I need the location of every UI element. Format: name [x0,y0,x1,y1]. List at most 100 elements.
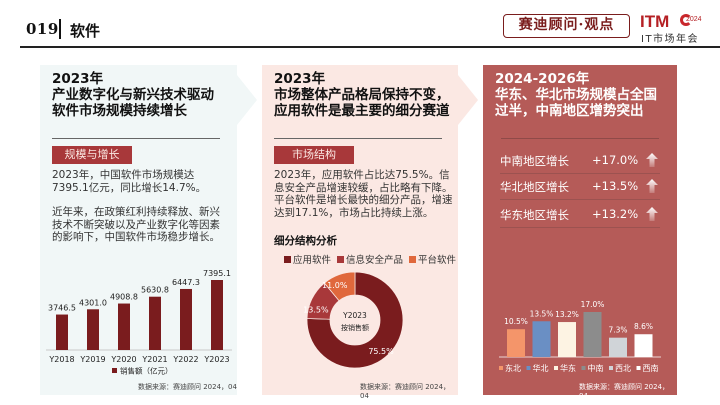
legend-swatch [636,366,641,370]
legend-swatch [581,366,586,370]
title-line: 华东、华北市场规模占全国 [495,87,657,103]
bar [634,334,653,357]
legend-label: 应用软件 [293,255,332,266]
bar [507,329,525,357]
legend-label: 平台软件 [418,255,457,266]
legend-swatch [526,366,531,370]
bar [56,314,68,350]
divider [501,138,659,139]
page-number: 019 [26,20,59,38]
legend-swatch [284,255,291,263]
legend-swatch [554,366,558,370]
slice-label: 11.0% [322,281,348,290]
bar [87,309,99,350]
legend-swatch [112,368,117,373]
title-year: 2023年 [52,71,104,87]
growth-label: 华北地区增长 [500,180,569,194]
data-label: 10.5% [504,317,528,326]
donut-slice [306,271,404,369]
growth-label: 中南地区增长 [500,154,569,168]
section-tag: 市场结构 [274,146,354,164]
legend-label: 中南 [588,363,604,373]
data-label: 7.3% [608,326,627,335]
title-line: 应用软件是最主要的细分赛道 [274,103,450,119]
bar [583,312,602,357]
title-line: 过半，中南地区增势突出 [495,103,644,119]
logo-main-text: ITM [640,12,670,31]
arrow-up-icon [646,207,658,221]
data-source: 数据来源：赛迪顾问 2024，04 [138,383,237,391]
logo-c-ring-icon [680,14,692,26]
title-year: 2024-2026年 [495,71,590,87]
panel-title: 2023年 产业数字化与新兴技术驱动 软件市场规模持续增长 [52,71,214,119]
title-line: 市场整体产品格局保持不变， [274,87,450,103]
bar [118,303,130,350]
legend-label: 信息安全产品 [346,255,404,266]
x-tick-label: Y2018 [48,355,74,364]
chevron-arrow-left-panel [237,75,257,125]
sub-header: 细分结构分析 [274,235,337,247]
bar [609,337,627,357]
growth-value: +13.2% [592,207,639,221]
x-tick-label: Y2022 [172,355,198,364]
arrow-up-icon [646,179,658,193]
legend-label: 东北 [505,363,521,373]
bar [180,288,192,350]
x-tick-label: Y2019 [79,355,105,364]
legend-item: 信息安全产品 [337,252,403,266]
title-line: 产业数字化与新兴技术驱动 [52,87,214,103]
growth-label: 华东地区增长 [500,208,569,222]
brand-label: 赛迪顾问·观点 [503,14,630,38]
data-label: 7395.1 [203,269,231,278]
bar [211,280,223,350]
text-line: 平台软件是增长最快的细分产品，增速 [274,194,453,206]
panel-market-structure: 2023年 市场整体产品格局保持不变， 应用软件是最主要的细分赛道 市场结构 2… [262,65,458,400]
divider [52,138,220,139]
text-line: 近年来，在政策红利持续释放、新兴 [52,206,220,218]
donut-center-caption: 按销售额 [341,323,369,332]
header-divider [59,19,61,39]
donut-slice [323,271,356,302]
legend-label: 西北 [615,364,631,373]
data-source: 数据来源：赛迪顾问 2024，04 [360,383,451,400]
section-tag: 规模与增长 [52,146,132,164]
text-line: 2023年，应用软件占比达75.5%。信 [274,169,450,181]
slice-label: 75.5% [368,347,394,356]
slice-label: 13.5% [303,306,329,315]
growth-row: 华东地区增长 +13.2% [500,204,660,228]
growth-value: +17.0% [592,153,639,167]
logo-year: 2024 [686,16,702,23]
header-underline [20,46,720,48]
legend-item: 平台软件 [409,252,456,266]
legend-label: 华北 [533,363,549,373]
paragraph: 2023年，中国软件市场规模达 7395.1亿元，同比增长14.7%。 [52,169,206,194]
legend-item: 应用软件 [284,252,331,266]
text-line: 技术不断突破以及产业数字化等因素 [52,218,220,231]
text-line: 2023年，中国软件市场规模达 [52,169,195,181]
growth-value: +13.5% [592,179,639,193]
data-label: 4908.8 [110,293,138,302]
panel-title: 2023年 市场整体产品格局保持不变， 应用软件是最主要的细分赛道 [274,71,450,119]
data-label: 4301.0 [79,298,107,307]
data-label: 17.0% [581,300,605,309]
donut-center-year: Y2023 [342,311,367,320]
legend-swatch [499,366,503,370]
itmc-logo: ITM 2024 IT市场年会 [640,12,712,45]
chevron-arrow-mid-panel [458,75,478,125]
panel-market-size: 2023年 产业数字化与新兴技术驱动 软件市场规模持续增长 规模与增长 2023… [40,65,237,395]
sales-bar-chart: 3746.5 Y2018 4301.0 Y2019 4908.8 Y2020 5630.8 Y… [46,269,232,376]
legend-label: 西南 [643,363,659,373]
text-line: 息安全产品增速较缓，占比略有下降。 [274,181,453,194]
data-source: 数据来源：赛迪顾问 2024，04 [579,383,670,400]
title-year: 2023年 [274,71,326,87]
text-line: 的影响下，中国软件市场稳步增长。 [52,231,220,243]
legend-swatch [409,255,417,263]
data-label: 13.5% [530,309,554,318]
text-line: 7395.1亿元，同比增长14.7%。 [52,181,207,194]
legend-label: 华东 [560,363,576,373]
logo-subtitle: IT市场年会 [641,34,700,45]
donut-legend: 应用软件 信息安全产品 平台软件 [284,252,456,266]
data-label: 8.6% [634,322,653,331]
bar [532,321,551,357]
growth-row: 华北地区增长 +13.5% [500,176,660,200]
